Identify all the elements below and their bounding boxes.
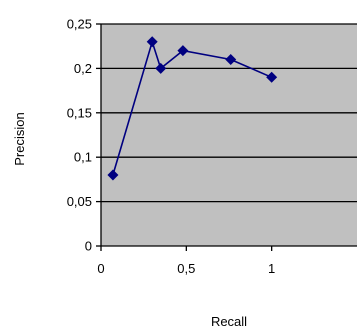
data-point [266,71,278,83]
y-tick-label: 0,05 [67,194,92,209]
tick-labels: 0 0,05 0,1 0,15 0,2 0,25 0 0,5 1 [67,17,276,277]
data-point [177,45,189,57]
series-line [112,39,273,176]
y-axis-title: Precision [12,112,27,165]
series-layer [107,36,278,181]
y-tick-label: 0,2 [74,61,92,76]
y-tick-label: 0 [85,239,92,254]
data-point [107,169,119,181]
x-tick-label: 0,5 [177,261,195,276]
x-axis-title: Recall [211,314,247,329]
data-point [155,62,167,74]
data-point [146,36,158,48]
y-tick-label: 0,15 [67,105,92,120]
y-tick-label: 0,25 [67,17,92,32]
y-tick-label: 0,1 [74,150,92,165]
x-tick-label: 0 [97,261,104,276]
data-point [225,54,237,66]
axes [100,24,357,247]
x-tick-label: 1 [268,261,275,276]
